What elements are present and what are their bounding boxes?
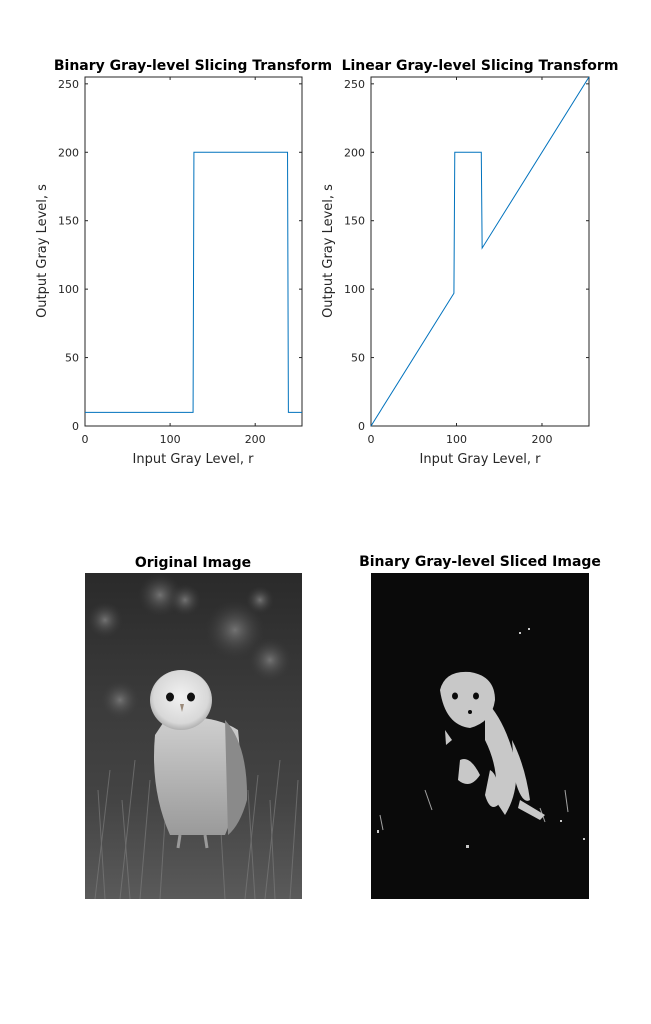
y-tick-label: 50: [65, 352, 79, 365]
owl-photo: [85, 573, 302, 899]
y-tick-label: 200: [58, 146, 79, 159]
y-tick-label: 250: [344, 78, 365, 91]
chart-title: Binary Gray-level Slicing Transform: [54, 58, 332, 74]
x-tick-label: 100: [160, 433, 181, 446]
x-tick-label: 0: [82, 433, 89, 446]
y-tick-label: 150: [58, 215, 79, 228]
image-title: Binary Gray-level Sliced Image: [359, 554, 601, 570]
chart-binary-slicing: Binary Gray-level Slicing Transform 0 100…: [35, 58, 332, 467]
x-tick-label: 0: [368, 433, 375, 446]
y-tick-label: 200: [344, 146, 365, 159]
sliced-image-panel: Binary Gray-level Sliced Image: [359, 554, 601, 899]
series-line: [370, 76, 590, 427]
y-tick-label: 100: [58, 283, 79, 296]
x-tick-label: 100: [446, 433, 467, 446]
chart-linear-slicing: Linear Gray-level Slicing Transform 0 100…: [321, 58, 618, 467]
x-tick-label: 200: [531, 433, 552, 446]
y-axis-label: Output Gray Level, s: [35, 184, 50, 318]
y-tick-label: 0: [72, 420, 79, 433]
x-tick-label: 200: [245, 433, 266, 446]
ticks: 0 100 200 0 50 100 150 200 250: [58, 77, 302, 446]
owl-binary-sliced: [371, 573, 589, 899]
ticks: 0 100 200 0 50 100 150 200 250: [344, 77, 589, 446]
y-tick-label: 100: [344, 283, 365, 296]
chart-title: Linear Gray-level Slicing Transform: [342, 58, 619, 74]
y-tick-label: 0: [358, 420, 365, 433]
y-tick-label: 250: [58, 78, 79, 91]
x-axis-label: Input Gray Level, r: [133, 452, 255, 467]
series-line: [85, 151, 302, 413]
image-title: Original Image: [135, 555, 251, 571]
y-tick-label: 150: [344, 215, 365, 228]
y-axis-label: Output Gray Level, s: [321, 184, 336, 318]
x-axis-label: Input Gray Level, r: [420, 452, 542, 467]
y-tick-label: 50: [351, 352, 365, 365]
original-image-panel: Original Image: [85, 555, 302, 899]
